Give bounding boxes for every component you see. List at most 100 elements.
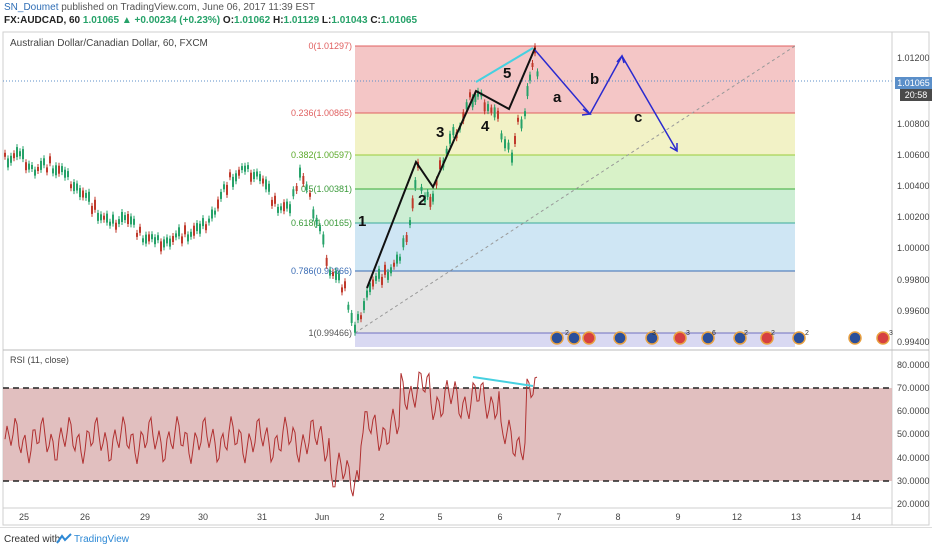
price-axis-label: 1.00400 [897, 181, 930, 191]
candle-body [393, 262, 395, 267]
candle-body [151, 234, 153, 240]
chart-area[interactable]: 0(1.01297) 0.236(1.00865) 0.382(1.00597)… [0, 30, 932, 527]
date-axis-label: 7 [556, 512, 561, 522]
candle-body [184, 225, 186, 235]
candle-body [61, 166, 63, 173]
candle-body [148, 234, 150, 242]
event-count: 3 [652, 330, 656, 337]
candle-body [332, 272, 334, 276]
candle-body [79, 188, 81, 198]
candle-body [160, 241, 162, 252]
candle-body [335, 270, 337, 280]
candle-body [378, 268, 380, 279]
event-count: 3 [686, 330, 690, 337]
candle-body [375, 275, 377, 281]
event-flag-icon[interactable] [645, 331, 659, 345]
candle-body [305, 184, 308, 191]
candle-body [338, 273, 340, 281]
wave-label-3: 3 [436, 124, 444, 141]
publish-info: published on TradingView.com, June 06, 2… [61, 2, 315, 13]
candle-body [322, 234, 325, 245]
event-flag-icon[interactable] [876, 331, 890, 345]
candle-body [396, 254, 398, 264]
candle-body [477, 90, 479, 97]
candle-body [517, 117, 519, 122]
event-flag-icon[interactable] [582, 331, 596, 345]
candle-body [94, 199, 96, 210]
candle-body [445, 148, 448, 154]
candle-body [232, 176, 234, 187]
candle-body [289, 204, 291, 214]
date-axis-label: 12 [732, 512, 742, 522]
event-count: 2 [771, 330, 775, 337]
date-axis-label: 2 [379, 512, 384, 522]
date-axis: 25 26 29 30 31 Jun 2 5 6 7 8 9 12 13 14 [19, 512, 861, 522]
rsi-title: RSI (11, close) [10, 355, 69, 365]
candle-body [302, 176, 305, 184]
candle-body [490, 107, 493, 113]
candle-body [40, 160, 42, 170]
candle-body [507, 142, 510, 150]
candle-body [103, 215, 105, 220]
wave-label-4: 4 [481, 118, 490, 135]
candle-body [420, 186, 423, 191]
fib-zone-4 [355, 223, 795, 271]
price-divergence-line [475, 47, 534, 83]
candle-body [64, 169, 66, 178]
candle-body [31, 165, 33, 169]
rsi-axis-label: 80.0000 [897, 360, 930, 370]
candle-body [299, 167, 301, 178]
chart-frame [2, 31, 930, 526]
event-flag-icon[interactable] [848, 331, 862, 345]
candle-body [190, 231, 192, 237]
candle-body [85, 192, 87, 198]
event-flag-icon[interactable] [673, 331, 687, 345]
candle-body [424, 195, 426, 203]
candle-body [97, 212, 99, 221]
candle-body [208, 218, 210, 223]
candle-body [43, 158, 45, 166]
tradingview-brand-link[interactable]: TradingView [74, 534, 130, 545]
candle-body [497, 110, 499, 119]
candle-body [217, 199, 219, 209]
event-flag-icon[interactable] [733, 331, 747, 345]
event-flag-icon[interactable] [701, 331, 715, 345]
fib-label-0: 0(1.01297) [308, 41, 352, 51]
event-flag-icon[interactable] [792, 331, 806, 345]
candle-body [504, 139, 506, 149]
created-with-label: Created with [4, 534, 61, 545]
price-chart[interactable]: 0(1.01297) 0.236(1.00865) 0.382(1.00597)… [0, 30, 932, 527]
candle-body [384, 264, 386, 275]
date-axis-label: 13 [791, 512, 801, 522]
fib-label-2: 0.382(1.00597) [291, 150, 352, 160]
candle-body [181, 236, 183, 244]
candle-body [363, 301, 365, 311]
event-flag-icon[interactable] [760, 331, 774, 345]
candle-body [469, 92, 471, 98]
candle-body [229, 172, 231, 178]
rsi-axis-label: 20.0000 [897, 499, 930, 509]
candle-body [429, 196, 432, 207]
candle-body [28, 163, 30, 170]
candle-body [274, 195, 276, 204]
close-label: C: [370, 15, 381, 26]
price-axis-label: 1.00800 [897, 119, 930, 129]
low-label: L: [321, 15, 332, 26]
author-link[interactable]: SN_Doumet [4, 2, 59, 13]
event-flag-icon[interactable] [613, 331, 627, 345]
event-flag-icon[interactable] [567, 331, 581, 345]
rsi-axis-label: 60.0000 [897, 406, 930, 416]
candle-body [214, 210, 216, 215]
candle-body [465, 102, 468, 110]
rsi-axis-label: 70.0000 [897, 383, 930, 393]
fib-label-1: 0.236(1.00865) [291, 108, 352, 118]
event-count: 3 [889, 330, 893, 337]
candle-body [136, 232, 138, 237]
event-flag-icon[interactable] [550, 331, 564, 345]
candle-body [145, 234, 147, 244]
high-label: H: [272, 15, 284, 26]
projection-arrow-a [581, 108, 592, 116]
candle-body [244, 165, 246, 172]
fib-label-5: 0.786(0.99866) [291, 266, 352, 276]
economic-events[interactable]: 2 3 3 6 2 2 2 3 [550, 330, 893, 345]
